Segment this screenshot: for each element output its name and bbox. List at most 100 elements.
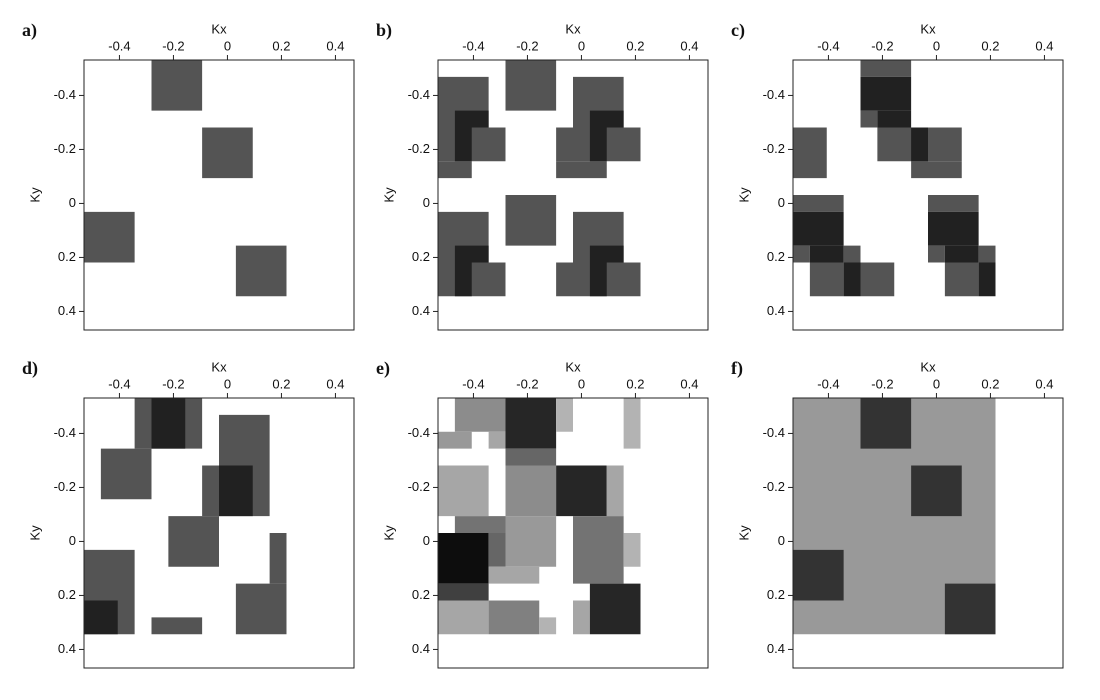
cell — [505, 398, 557, 449]
x-tick-label: 0.2 — [272, 376, 290, 391]
cell — [843, 245, 861, 263]
cell — [505, 448, 557, 466]
y-tick-label: 0 — [69, 195, 76, 210]
y-tick-label: -0.2 — [54, 141, 76, 156]
cell — [488, 533, 506, 567]
y-tick-label: 0.4 — [58, 303, 76, 318]
cell — [100, 448, 152, 500]
cell — [589, 110, 624, 128]
y-tick-label: -0.4 — [408, 87, 430, 102]
cell — [151, 60, 203, 111]
cell — [843, 262, 861, 297]
x-tick-label: 0.4 — [1035, 38, 1053, 53]
x-axis-label: Kx — [565, 359, 581, 374]
cell — [623, 533, 641, 567]
y-tick-label: -0.4 — [408, 425, 430, 440]
y-tick-label: 0.2 — [767, 249, 785, 264]
cell — [793, 195, 844, 212]
x-tick-label: 0.2 — [981, 376, 999, 391]
y-tick-label: -0.2 — [54, 479, 76, 494]
cell — [556, 465, 607, 517]
x-axis-label: Kx — [211, 359, 227, 374]
cell — [235, 245, 287, 297]
y-axis-label: Ky — [27, 525, 42, 541]
cell — [438, 431, 472, 449]
plot-frame — [792, 397, 1064, 669]
y-tick-label: 0.2 — [412, 249, 430, 264]
panel: c) Kx Ky -0.4 -0.2 0 0.2 0.4 -0.4 -0.2 0 0.2 0.4 — [731, 20, 1064, 331]
cell — [438, 600, 489, 635]
cell — [219, 414, 270, 466]
cell — [860, 262, 895, 297]
y-tick-label: 0.4 — [412, 641, 430, 656]
y-tick-label: -0.4 — [54, 425, 76, 440]
y-tick-label: 0.2 — [58, 587, 76, 602]
x-tick-label: -0.2 — [162, 38, 184, 53]
cell — [454, 262, 472, 297]
y-axis-label: Ky — [736, 525, 751, 541]
x-tick-label: 0.2 — [626, 38, 644, 53]
plot-frame — [792, 59, 1064, 331]
cell — [505, 516, 557, 567]
x-tick-label: 0 — [933, 376, 940, 391]
cell — [505, 195, 557, 246]
plot-frame — [83, 397, 355, 669]
x-tick-label: -0.2 — [871, 376, 893, 391]
y-tick-label: -0.4 — [54, 87, 76, 102]
panel: d) Kx Ky -0.4 -0.2 0 0.2 0.4 -0.4 -0.2 0 0.2 0.4 — [22, 358, 355, 669]
x-tick-label: 0 — [933, 38, 940, 53]
y-tick-label: -0.2 — [408, 479, 430, 494]
x-tick-label: -0.4 — [462, 376, 484, 391]
cell — [454, 127, 472, 162]
cell — [978, 262, 996, 297]
y-tick-label: 0.4 — [767, 641, 785, 656]
cell — [488, 431, 506, 449]
cell — [539, 617, 557, 635]
panel-label: c) — [731, 20, 745, 41]
x-tick-label: -0.2 — [162, 376, 184, 391]
cell — [438, 533, 489, 584]
x-tick-label: 0 — [578, 38, 585, 53]
cell — [606, 465, 624, 517]
y-axis-label: Ky — [381, 525, 396, 541]
plot-frame — [83, 59, 355, 331]
x-axis-label: Kx — [920, 21, 936, 36]
y-tick-label: 0 — [778, 533, 785, 548]
cell — [928, 195, 979, 212]
cell — [168, 516, 219, 567]
x-tick-label: 0.2 — [626, 376, 644, 391]
x-tick-label: -0.4 — [817, 376, 839, 391]
x-tick-label: 0.2 — [981, 38, 999, 53]
y-tick-label: 0.2 — [412, 587, 430, 602]
x-tick-label: -0.4 — [108, 38, 130, 53]
x-tick-label: -0.2 — [516, 38, 538, 53]
x-tick-label: 0 — [224, 38, 231, 53]
cell — [505, 60, 557, 111]
cell — [438, 465, 489, 517]
cell — [928, 245, 945, 263]
cell — [809, 262, 844, 297]
cell — [944, 262, 979, 297]
cell — [911, 465, 962, 517]
y-tick-label: 0.4 — [58, 641, 76, 656]
x-tick-label: 0 — [578, 376, 585, 391]
cell — [454, 110, 489, 128]
cell — [944, 245, 979, 263]
cell — [556, 161, 607, 179]
x-tick-label: -0.2 — [516, 376, 538, 391]
cell — [573, 516, 624, 584]
cell — [438, 583, 489, 601]
cell — [793, 549, 844, 601]
cell — [860, 76, 912, 111]
cell — [860, 398, 912, 449]
panel: f) Kx Ky -0.4 -0.2 0 0.2 0.4 -0.4 -0.2 0 0.2 0.4 — [731, 358, 1064, 669]
y-tick-label: 0.4 — [767, 303, 785, 318]
x-axis-label: Kx — [211, 21, 227, 36]
cell — [928, 211, 979, 246]
x-tick-label: -0.4 — [462, 38, 484, 53]
cell — [793, 245, 810, 263]
y-tick-label: 0 — [69, 533, 76, 548]
panel-label: a) — [22, 20, 37, 41]
x-tick-label: 0.4 — [680, 38, 698, 53]
